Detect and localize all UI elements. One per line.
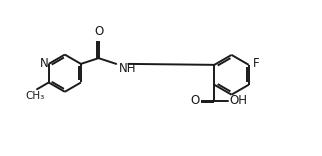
Text: O: O — [190, 94, 200, 107]
Text: CH₃: CH₃ — [26, 91, 45, 101]
Text: NH: NH — [118, 62, 136, 75]
Text: N: N — [40, 57, 49, 70]
Text: OH: OH — [229, 94, 247, 107]
Text: F: F — [253, 57, 260, 70]
Text: O: O — [94, 25, 103, 38]
